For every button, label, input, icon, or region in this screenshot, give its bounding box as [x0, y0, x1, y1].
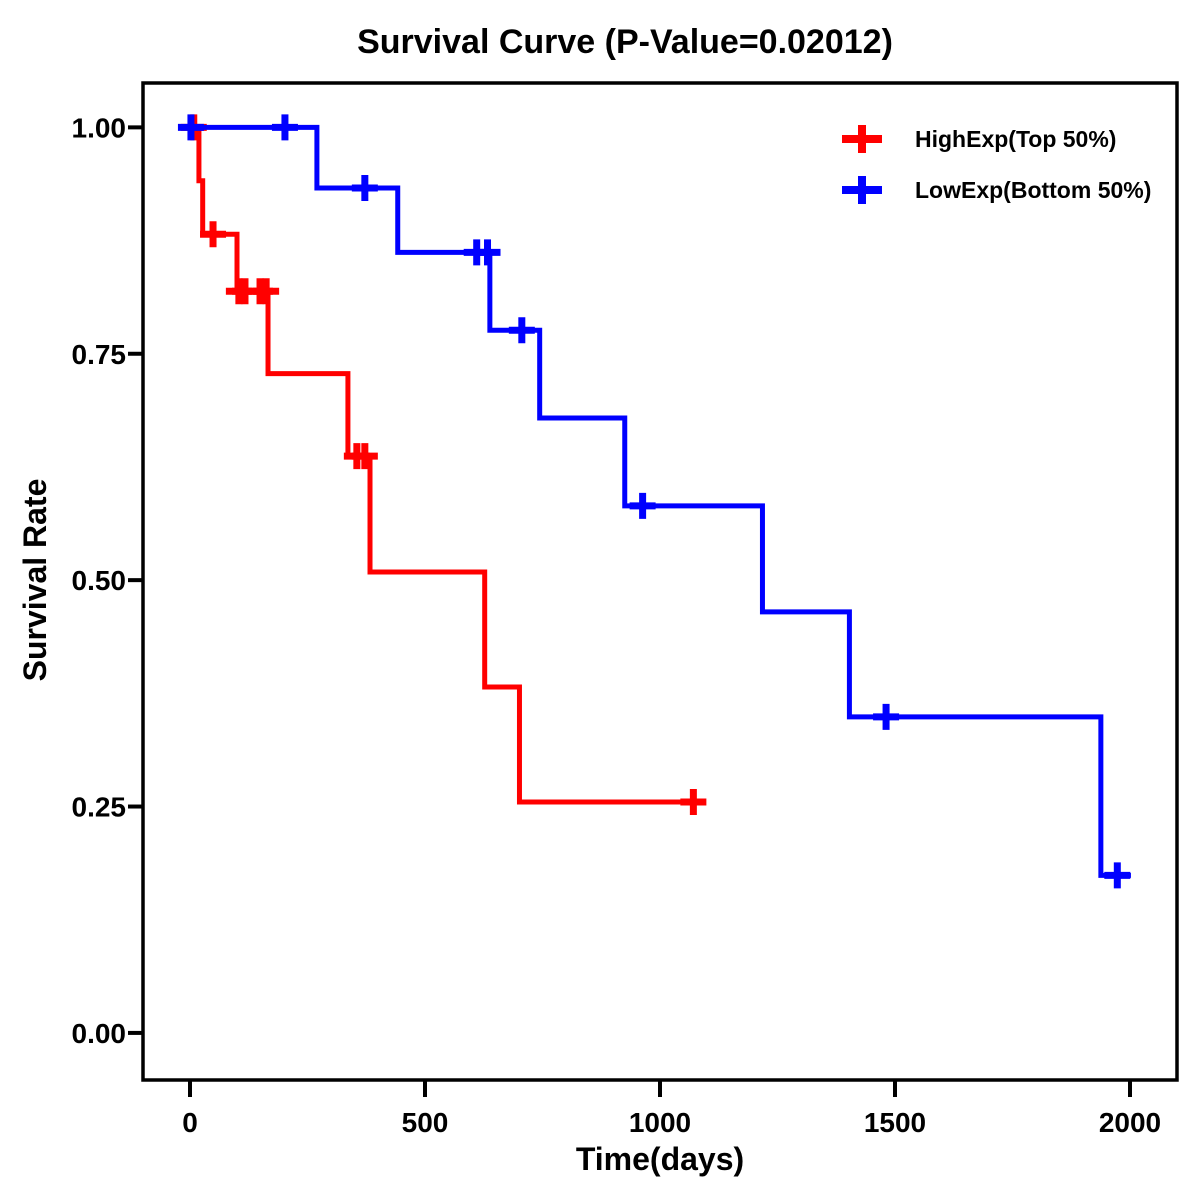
legend: HighExp(Top 50%) LowExp(Bottom 50%) [842, 125, 1151, 204]
y-axis-tick-label: 0.25 [72, 792, 127, 823]
survival-curve-lowexp [190, 124, 1131, 878]
censor-mark-highexp-plus-icon [351, 443, 378, 470]
survival-curves [177, 114, 1131, 889]
legend-marker-lowexp-plus-icon [842, 176, 882, 204]
legend-marker-highexp-plus-icon [842, 125, 882, 153]
y-axis-tick-label: 0.50 [72, 565, 127, 596]
plot-border [141, 81, 1179, 1082]
axis-ticks: 0 500 1000 1500 2000 0.00 0.25 0.50 0.75 1.00 [72, 112, 1162, 1138]
censor-mark-lowexp-plus-icon [508, 317, 535, 344]
x-axis-tick-label: 2000 [1099, 1107, 1161, 1138]
censor-mark-lowexp-plus-icon [873, 703, 900, 730]
x-axis-tick-label: 0 [182, 1107, 198, 1138]
chart-title: Survival Curve (P-Value=0.02012) [357, 23, 893, 61]
censor-mark-highexp-plus-icon [253, 278, 280, 305]
legend-label-highexp: HighExp(Top 50%) [915, 126, 1116, 152]
y-axis-tick-label: 0.00 [72, 1018, 127, 1049]
survival-curve-highexp [190, 124, 698, 805]
x-axis-label: Time(days) [576, 1141, 744, 1177]
censor-mark-lowexp-plus-icon [271, 114, 298, 141]
censor-mark-lowexp-plus-icon [351, 175, 378, 202]
censor-mark-highexp-plus-icon [200, 221, 227, 248]
y-axis-tick-label: 1.00 [72, 112, 127, 143]
x-axis-tick-label: 1500 [864, 1107, 926, 1138]
y-axis-tick-label: 0.75 [72, 339, 127, 370]
legend-item-highexp: HighExp(Top 50%) [842, 125, 1116, 153]
censor-mark-lowexp-plus-icon [177, 114, 204, 141]
x-axis-tick-label: 500 [402, 1107, 449, 1138]
censor-mark-lowexp-plus-icon [474, 239, 501, 266]
censor-mark-lowexp-plus-icon [1104, 862, 1131, 889]
censor-mark-highexp-plus-icon [680, 788, 707, 815]
y-axis-label: Survival Rate [17, 479, 53, 682]
censor-mark-lowexp-plus-icon [629, 492, 656, 519]
x-axis-tick-label: 1000 [629, 1107, 691, 1138]
legend-label-lowexp: LowExp(Bottom 50%) [915, 177, 1151, 203]
legend-item-lowexp: LowExp(Bottom 50%) [842, 176, 1151, 204]
